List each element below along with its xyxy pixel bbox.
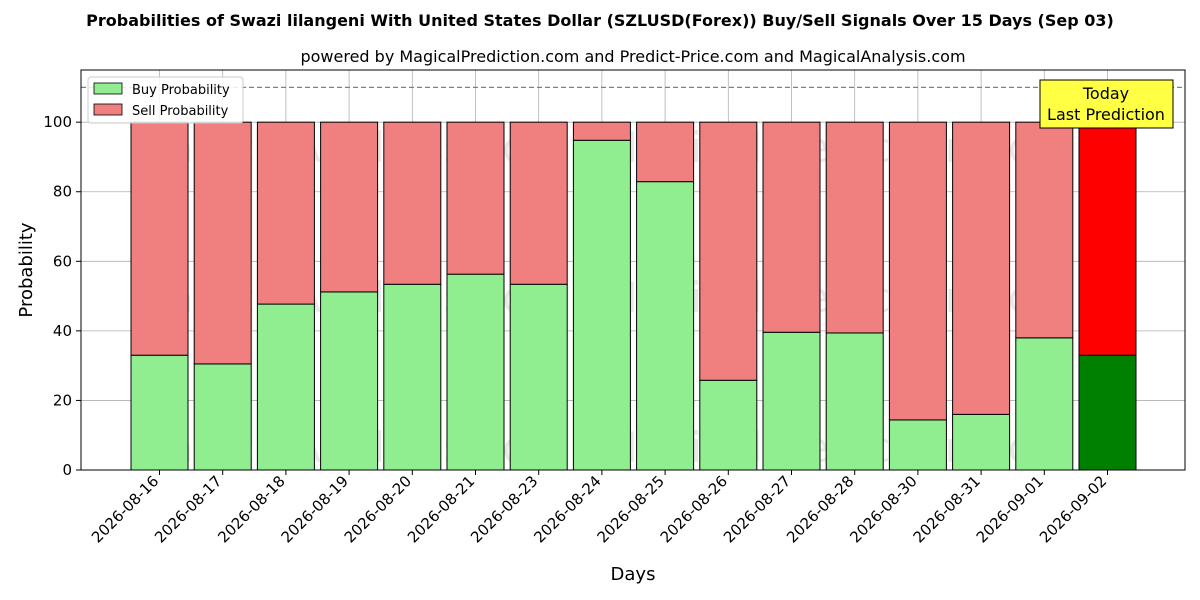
y-axis: 0 20 40 60 80 100 [43,113,81,479]
bar-buy [636,181,695,471]
x-tick-label: 2026-08-23 [467,472,541,546]
last-prediction-label: Last Prediction [1047,105,1165,124]
bar-sell [572,121,631,141]
y-tick-label: 60 [53,252,72,270]
bar-buy [1078,354,1137,471]
bar-buy [130,354,189,471]
bar-sell [952,121,1011,415]
bar-sell [888,121,947,421]
x-axis: 2026-08-162026-08-172026-08-182026-08-19… [88,470,1110,546]
bar-sell [320,121,379,293]
bar-buy [825,332,884,471]
bar-sell [636,121,695,183]
bars [130,121,1137,471]
x-tick-label: 2026-08-20 [341,472,415,546]
legend-swatch-sell [93,103,123,116]
bar-buy [888,419,947,471]
bar-sell [1015,121,1074,339]
today-annotation: Today Last Prediction [1039,79,1174,129]
bar-buy [383,283,442,471]
bar-sell [762,121,821,333]
x-tick-label: 2026-08-25 [594,472,668,546]
x-tick-label: 2026-08-30 [846,472,920,546]
bar-buy [256,303,315,471]
bar-sell [1078,121,1137,356]
bar-sell [383,121,442,285]
x-tick-label: 2026-08-18 [214,472,288,546]
y-axis-label: Probability [16,222,37,317]
x-axis-label: Days [611,564,656,585]
legend-swatch-buy [93,82,123,95]
bar-buy [446,273,505,471]
bar-sell [825,121,884,334]
y-tick-label: 20 [53,391,72,409]
x-tick-label: 2026-08-16 [88,472,162,546]
bar-buy [193,363,252,471]
bar-sell [130,121,189,356]
x-tick-label: 2026-08-17 [151,472,225,546]
y-tick-label: 100 [43,113,72,131]
x-tick-label: 2026-08-31 [910,472,984,546]
legend-box [87,76,244,124]
legend-label-buy: Buy Probability [132,83,230,98]
x-tick-label: 2026-08-26 [657,472,731,546]
bar-buy [699,379,758,471]
bar-buy [952,413,1011,471]
today-box [1039,79,1174,129]
bar-sell [699,121,758,381]
x-tick-label: 2026-08-27 [720,472,794,546]
bar-sell [446,121,505,275]
bar-buy [1015,337,1074,471]
x-tick-label: 2026-08-21 [404,472,478,546]
chart-subtitle: powered by MagicalPrediction.com and Pre… [300,47,965,66]
plot-frame [80,69,1186,471]
bar-sell [509,121,568,285]
y-tick-label: 80 [53,183,72,201]
x-tick-label: 2026-08-19 [278,472,352,546]
y-tick-label: 0 [62,461,72,479]
bar-sell [193,121,252,365]
x-tick-label: 2026-08-24 [530,472,604,546]
chart-title: Probabilities of Swazi lilangeni With Un… [86,11,1114,30]
legend: Buy Probability Sell Probability [87,76,244,124]
bar-buy [320,291,379,471]
bar-buy [509,283,568,471]
x-tick-label: 2026-08-28 [783,472,857,546]
bar-sell [256,121,315,305]
bar-buy [572,139,631,471]
legend-label-sell: Sell Probability [132,104,229,119]
x-tick-label: 2026-09-01 [973,472,1047,546]
today-label: Today [1082,84,1129,103]
y-tick-label: 40 [53,322,72,340]
x-tick-label: 2026-09-02 [1036,472,1110,546]
bar-buy [762,331,821,471]
